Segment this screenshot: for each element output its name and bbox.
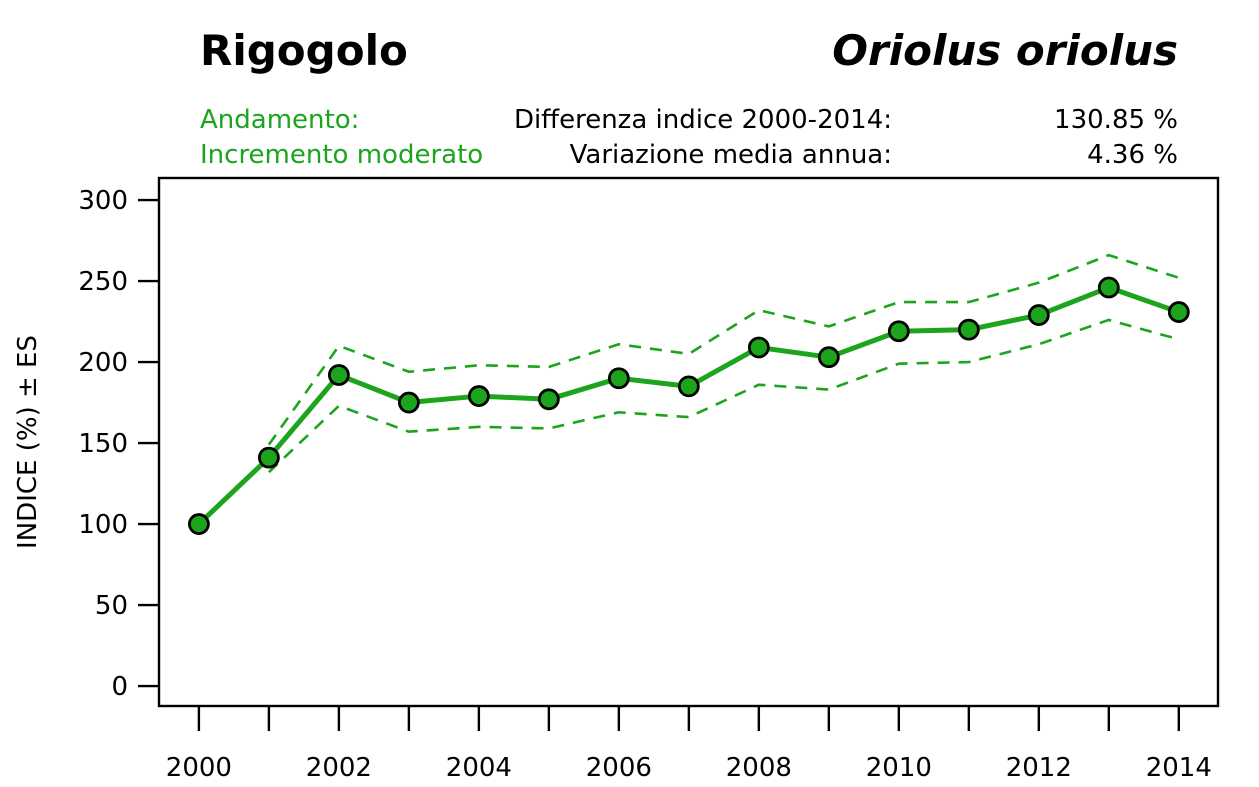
y-tick-label: 50 (95, 591, 128, 621)
stat-value-difference: 130.85 % (1054, 105, 1178, 135)
confidence-lower-line (267, 318, 1180, 474)
x-tick-label: 2000 (166, 753, 232, 783)
x-tick-label: 2010 (866, 753, 932, 783)
data-point-2007 (677, 375, 700, 398)
plot-frame (157, 176, 1220, 708)
page-title: Rigogolo (200, 26, 408, 75)
y-tick-label: 250 (78, 267, 128, 297)
data-point-2008 (747, 336, 770, 359)
trend-label: Andamento: (200, 105, 360, 135)
stat-label-annual-variation: Variazione media annua: (569, 140, 892, 170)
data-point-2000 (187, 513, 210, 535)
data-point-2009 (817, 346, 840, 369)
trend-value: Incremento moderato (200, 140, 484, 170)
stat-values: 130.85 % 4.36 % (1054, 103, 1178, 173)
data-point-2003 (397, 391, 420, 414)
trend-block: Andamento: Incremento moderato (200, 103, 483, 173)
data-point-2005 (537, 388, 560, 411)
y-tick-label: 200 (78, 348, 128, 378)
x-tick-label: 2014 (1146, 753, 1212, 783)
stat-value-annual-variation: 4.36 % (1087, 140, 1178, 170)
y-axis-title: INDICE (%) ± ES (13, 335, 43, 549)
data-point-2014 (1167, 301, 1190, 323)
y-tick-label: 300 (78, 186, 128, 216)
y-tick-label: 100 (78, 510, 128, 540)
x-tick-label: 2012 (1006, 753, 1072, 783)
data-point-2006 (607, 367, 630, 390)
x-tick-label: 2004 (446, 753, 512, 783)
y-tick-label: 0 (111, 672, 128, 702)
x-tick-label: 2008 (726, 753, 792, 783)
x-tick-label: 2006 (586, 753, 652, 783)
data-point-2012 (1027, 304, 1050, 326)
x-tick-label: 2002 (306, 753, 372, 783)
y-tick-label: 150 (78, 429, 128, 459)
data-point-2004 (467, 385, 490, 407)
data-point-2011 (957, 318, 980, 341)
confidence-upper-line (267, 253, 1180, 446)
data-point-2010 (887, 320, 910, 343)
species-name: Oriolus oriolus (832, 26, 1178, 75)
data-point-2013 (1097, 276, 1120, 299)
stat-label-difference: Differenza indice 2000-2014: (513, 105, 892, 135)
stat-labels: Differenza indice 2000-2014: Variazione … (514, 103, 892, 173)
data-point-2001 (257, 446, 280, 469)
data-point-2002 (327, 364, 350, 386)
